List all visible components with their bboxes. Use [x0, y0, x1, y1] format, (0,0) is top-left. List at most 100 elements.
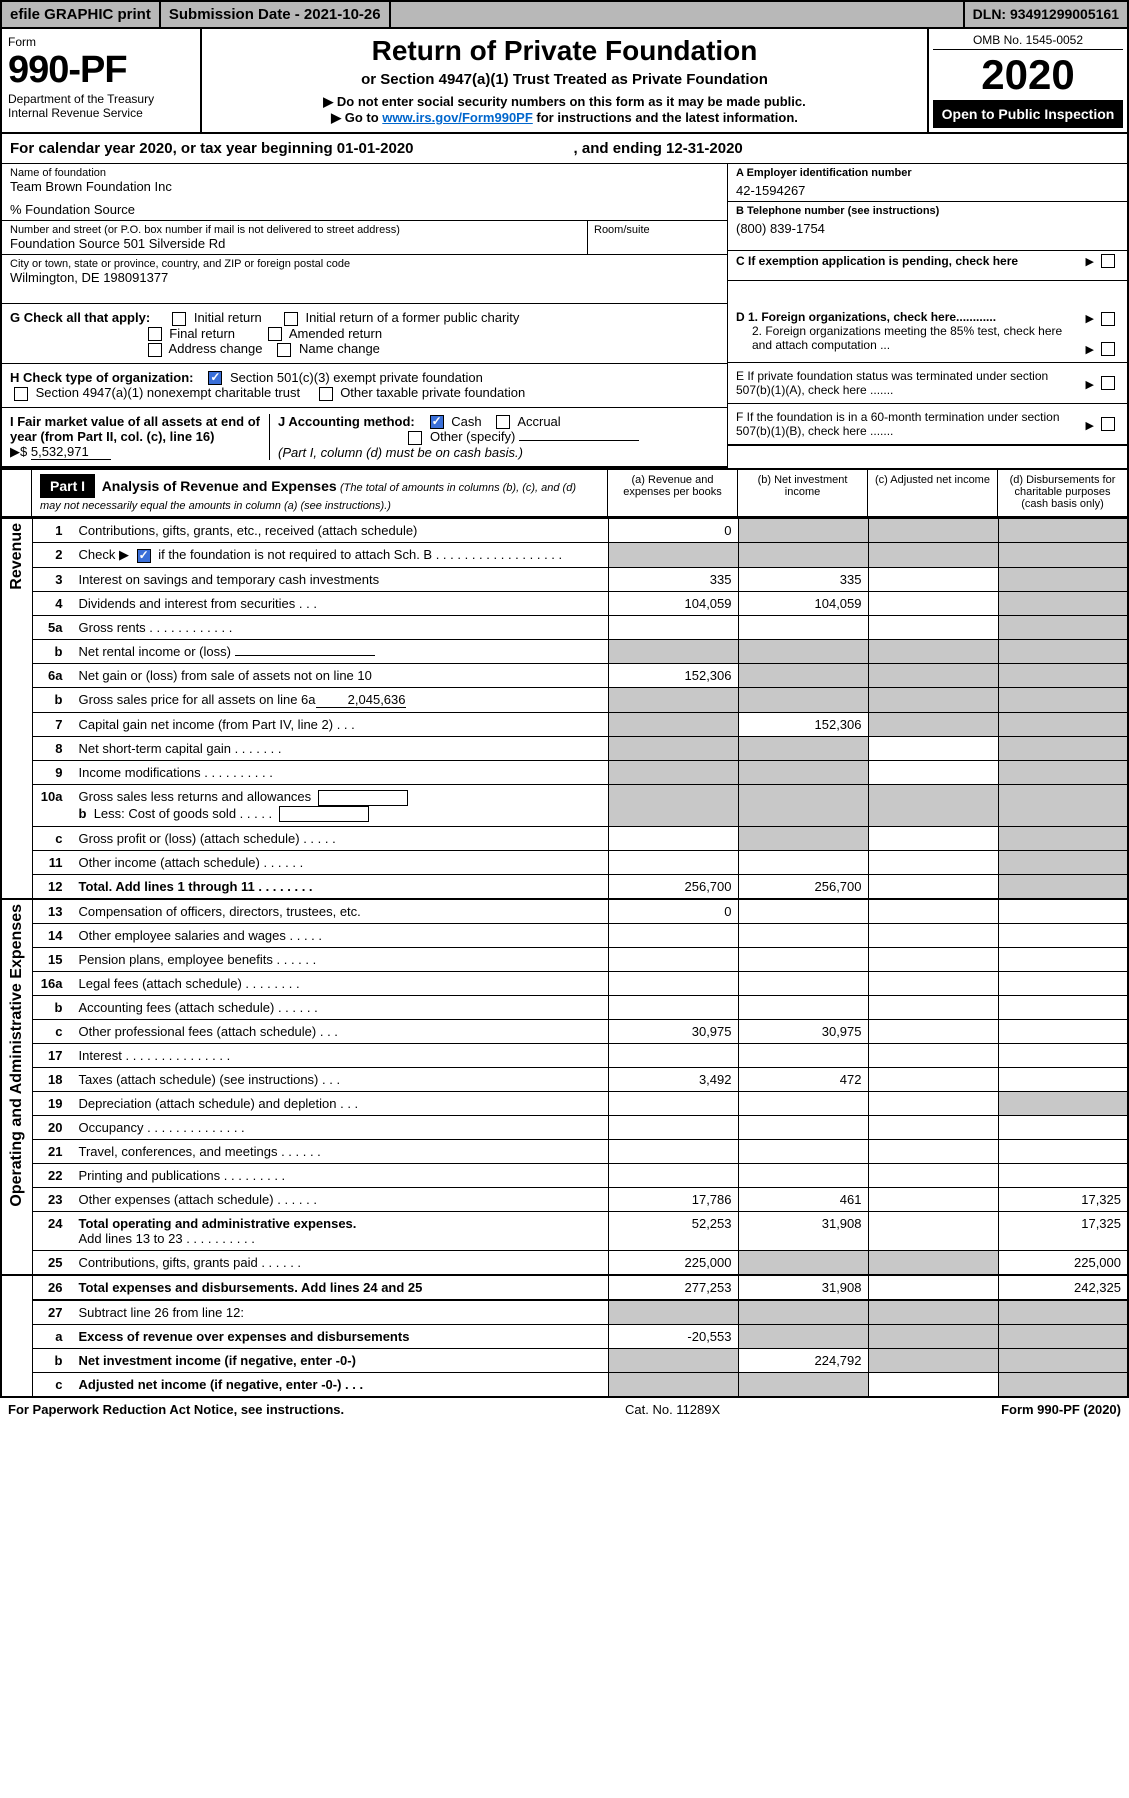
final-return-checkbox[interactable]	[148, 327, 162, 341]
table-row: 9Income modifications . . . . . . . . . …	[1, 760, 1128, 784]
d1-checkbox[interactable]	[1101, 312, 1115, 326]
cal-end: , and ending 12-31-2020	[574, 140, 743, 157]
tax-year: 2020	[933, 54, 1123, 96]
cat-no: Cat. No. 11289X	[344, 1402, 1001, 1417]
table-row: 16aLegal fees (attach schedule) . . . . …	[1, 972, 1128, 996]
header-right: OMB No. 1545-0052 2020 Open to Public In…	[927, 29, 1127, 132]
table-row: 15Pension plans, employee benefits . . .…	[1, 948, 1128, 972]
exemption-checkbox[interactable]	[1101, 254, 1115, 268]
501c3-checkbox[interactable]	[208, 371, 222, 385]
cash-checkbox[interactable]	[430, 415, 444, 429]
initial-return-checkbox[interactable]	[172, 312, 186, 326]
arrow-icon	[1086, 376, 1094, 391]
check-section: G Check all that apply: Initial return I…	[0, 304, 1129, 468]
table-row: bAccounting fees (attach schedule) . . .…	[1, 996, 1128, 1020]
part1-label: Part I	[40, 474, 95, 498]
col-a-head: (a) Revenue and expenses per books	[607, 470, 737, 516]
g-initial: Initial return	[194, 310, 262, 325]
table-row: cAdjusted net income (if negative, enter…	[1, 1373, 1128, 1398]
f-row: F If the foundation is in a 60-month ter…	[728, 404, 1127, 446]
table-row: 17Interest . . . . . . . . . . . . . . .	[1, 1044, 1128, 1068]
table-row: bNet rental income or (loss)	[1, 639, 1128, 663]
submission-date: Submission Date - 2021-10-26	[161, 2, 391, 27]
topbar-spacer	[391, 2, 965, 27]
name-label: Name of foundation	[10, 167, 719, 179]
part1-header-row: Part I Analysis of Revenue and Expenses …	[0, 468, 1129, 518]
phone-cell: B Telephone number (see instructions) (8…	[728, 202, 1127, 251]
h-row: H Check type of organization: Section 50…	[2, 364, 727, 408]
open-to-public: Open to Public Inspection	[933, 100, 1123, 128]
amended-return-checkbox[interactable]	[268, 327, 282, 341]
table-row: 21Travel, conferences, and meetings . . …	[1, 1140, 1128, 1164]
form-subtitle: or Section 4947(a)(1) Trust Treated as P…	[212, 71, 917, 88]
table-row: 12Total. Add lines 1 through 11 . . . . …	[1, 875, 1128, 900]
g-address: Address change	[169, 341, 263, 356]
table-row: 14Other employee salaries and wages . . …	[1, 924, 1128, 948]
table-row: 18Taxes (attach schedule) (see instructi…	[1, 1068, 1128, 1092]
table-row: bNet investment income (if negative, ent…	[1, 1349, 1128, 1373]
table-row: cOther professional fees (attach schedul…	[1, 1020, 1128, 1044]
schb-checkbox[interactable]	[137, 549, 151, 563]
d2-label: 2. Foreign organizations meeting the 85%…	[736, 324, 1079, 352]
g-name: Name change	[299, 341, 380, 356]
part1-title-cell: Part I Analysis of Revenue and Expenses …	[32, 470, 607, 516]
arrow-icon	[1086, 310, 1094, 325]
initial-former-checkbox[interactable]	[284, 312, 298, 326]
j-accrual: Accrual	[517, 414, 560, 429]
table-row: 19Depreciation (attach schedule) and dep…	[1, 1092, 1128, 1116]
form-word: Form	[8, 35, 194, 49]
arrow-icon	[1086, 417, 1094, 432]
table-row: 2 Check ▶ if the foundation is not requi…	[1, 542, 1128, 567]
other-method-checkbox[interactable]	[408, 431, 422, 445]
room-suite-cell: Room/suite	[587, 221, 727, 255]
part1-table: Revenue 1 Contributions, gifts, grants, …	[0, 518, 1129, 1398]
city-cell: City or town, state or province, country…	[2, 255, 727, 304]
col-d-head: (d) Disbursements for charitable purpose…	[997, 470, 1127, 516]
header-left: Form 990-PF Department of the Treasury I…	[2, 29, 202, 132]
other-taxable-checkbox[interactable]	[319, 387, 333, 401]
h-label: H Check type of organization:	[10, 370, 193, 385]
address-change-checkbox[interactable]	[148, 343, 162, 357]
form-ref: Form 990-PF (2020)	[1001, 1402, 1121, 1417]
page-footer: For Paperwork Reduction Act Notice, see …	[0, 1398, 1129, 1421]
d2-checkbox[interactable]	[1101, 342, 1115, 356]
cal-begin: For calendar year 2020, or tax year begi…	[10, 140, 414, 157]
table-row: 23Other expenses (attach schedule) . . .…	[1, 1188, 1128, 1212]
e-label: E If private foundation status was termi…	[736, 369, 1083, 397]
g-label: G Check all that apply:	[10, 310, 150, 325]
accrual-checkbox[interactable]	[496, 415, 510, 429]
table-row: 8Net short-term capital gain . . . . . .…	[1, 736, 1128, 760]
form-note1: ▶ Do not enter social security numbers o…	[212, 94, 917, 110]
table-row: 24Total operating and administrative exp…	[1, 1212, 1128, 1251]
4947-checkbox[interactable]	[14, 387, 28, 401]
dollar-sign: ▶$	[10, 444, 27, 459]
form990pf-link[interactable]: www.irs.gov/Form990PF	[382, 110, 533, 125]
table-row: 7Capital gain net income (from Part IV, …	[1, 712, 1128, 736]
dept-line: Department of the Treasury	[8, 92, 194, 106]
room-label: Room/suite	[594, 224, 650, 236]
j-cash: Cash	[451, 414, 481, 429]
street-address: Foundation Source 501 Silverside Rd	[10, 236, 579, 251]
e-checkbox[interactable]	[1101, 376, 1115, 390]
part1-title: Analysis of Revenue and Expenses	[102, 478, 337, 494]
name-change-checkbox[interactable]	[277, 343, 291, 357]
efile-label: efile GRAPHIC print	[2, 2, 161, 27]
f-checkbox[interactable]	[1101, 417, 1115, 431]
city-state-zip: Wilmington, DE 198091377	[10, 270, 719, 285]
table-row: 25Contributions, gifts, grants paid . . …	[1, 1251, 1128, 1276]
i-label: I Fair market value of all assets at end…	[10, 414, 260, 444]
ij-row: I Fair market value of all assets at end…	[2, 408, 727, 468]
expenses-side-label: Operating and Administrative Expenses	[1, 899, 33, 1275]
calendar-year-row: For calendar year 2020, or tax year begi…	[0, 134, 1129, 164]
table-row: cGross profit or (loss) (attach schedule…	[1, 827, 1128, 851]
j-other: Other (specify)	[430, 429, 515, 444]
ein-value: 42-1594267	[736, 183, 1119, 198]
addr-label: Number and street (or P.O. box number if…	[10, 224, 579, 236]
g-row: G Check all that apply: Initial return I…	[2, 304, 727, 364]
col-b-head: (b) Net investment income	[737, 470, 867, 516]
header-center: Return of Private Foundation or Section …	[202, 29, 927, 132]
address-cell: Number and street (or P.O. box number if…	[2, 221, 587, 255]
foundation-name: Team Brown Foundation Inc	[10, 179, 719, 194]
care-of: % Foundation Source	[10, 202, 719, 217]
paperwork-notice: For Paperwork Reduction Act Notice, see …	[8, 1402, 344, 1417]
